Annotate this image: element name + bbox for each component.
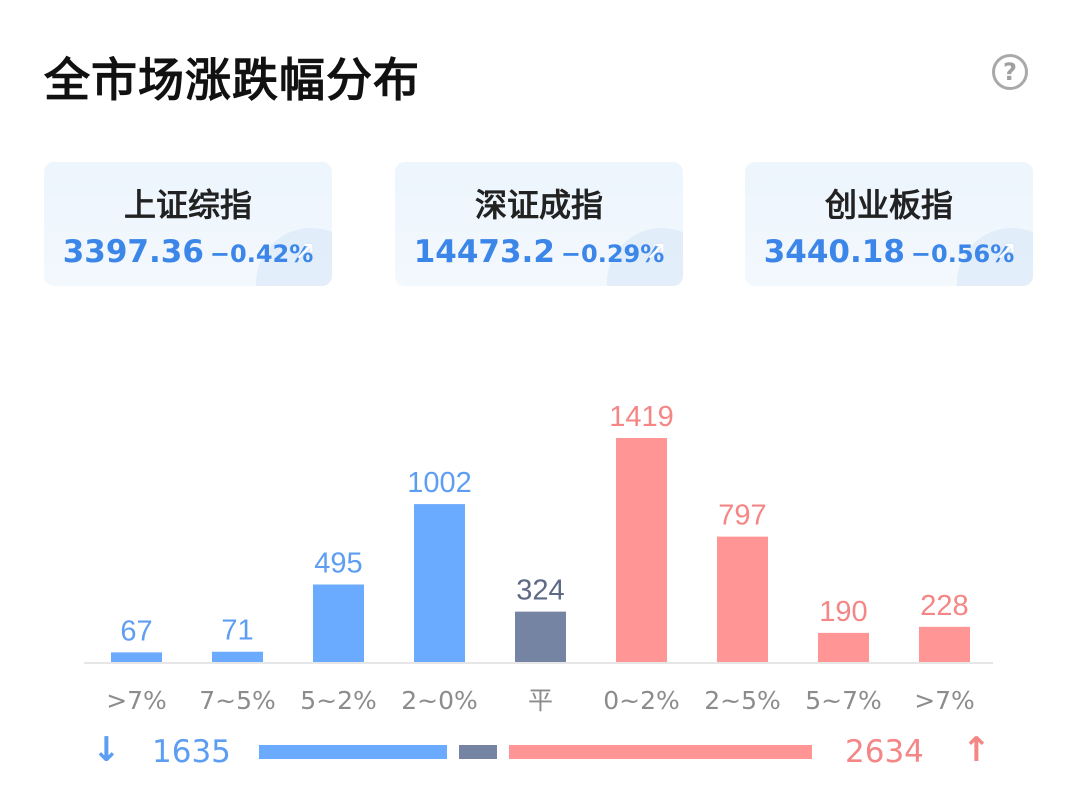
- category-label: 2~0%: [401, 686, 478, 715]
- bar-value-label: 324: [516, 575, 564, 607]
- value-labels-group: 67 71 495 1002 324 1419 797 190 228: [120, 401, 968, 647]
- bar-value-label: 1419: [609, 401, 674, 433]
- trend-arrow-icon: ↗: [995, 236, 1017, 266]
- up-arrow-icon: ↑: [962, 730, 991, 770]
- help-icon[interactable]: ?: [992, 54, 1028, 90]
- index-change: −0.29%: [560, 240, 665, 268]
- index-quote: 14473.2 −0.29%: [395, 234, 683, 270]
- bar-value-label: 190: [819, 596, 867, 628]
- up-count: 2634: [845, 734, 924, 770]
- bar-8: [919, 626, 970, 663]
- bar-value-label: 495: [314, 548, 362, 580]
- bar-value-label: 1002: [407, 467, 472, 499]
- category-label: 5~7%: [805, 686, 882, 715]
- down-ratio-bar: [259, 745, 448, 759]
- bar-1: [212, 651, 263, 663]
- category-label: 2~5%: [704, 686, 781, 715]
- down-count: 1635: [152, 734, 231, 770]
- down-arrow-icon: ↓: [92, 730, 121, 770]
- category-label: 7~5%: [199, 686, 276, 715]
- bar-5: [616, 438, 667, 663]
- index-quote: 3440.18 −0.56%: [745, 234, 1033, 270]
- category-label: >7%: [106, 686, 167, 715]
- page-title: 全市场涨跌幅分布: [44, 53, 420, 107]
- up-ratio-bar: [508, 745, 812, 759]
- trend-arrow-icon: ↗: [294, 236, 316, 266]
- index-card-shenzhen[interactable]: 深证成指 14473.2 −0.29% ↗: [395, 162, 683, 286]
- category-label: 5~2%: [300, 686, 377, 715]
- index-value: 3397.36: [62, 234, 204, 270]
- index-card-shanghai[interactable]: 上证综指 3397.36 −0.42% ↗: [44, 162, 332, 286]
- bar-value-label: 71: [221, 615, 253, 647]
- index-quote: 3397.36 −0.42%: [44, 234, 332, 270]
- index-value: 14473.2: [413, 234, 555, 270]
- index-change: −0.56%: [910, 240, 1015, 268]
- index-value: 3440.18: [763, 234, 905, 270]
- category-label: 平: [528, 686, 553, 715]
- index-change: −0.42%: [209, 240, 314, 268]
- bar-3: [414, 504, 465, 663]
- trend-arrow-icon: ↗: [645, 236, 667, 266]
- bar-value-label: 228: [920, 590, 968, 622]
- category-labels-group: >7% 7~5% 5~2% 2~0% 平 0~2% 2~5% 5~7% >7%: [106, 686, 975, 715]
- bar-value-label: 67: [120, 615, 152, 647]
- bar-2: [313, 584, 364, 663]
- category-label: 0~2%: [603, 686, 680, 715]
- bar-7: [818, 632, 869, 663]
- index-name: 创业板指: [824, 186, 953, 224]
- distribution-bar-chart: 67 71 495 1002 324 1419 797 190 228 >7% 7~5% 5~2% 2…: [84, 401, 993, 715]
- bar-6: [717, 536, 768, 663]
- index-card-chinext[interactable]: 创业板指 3440.18 −0.56% ↗: [745, 162, 1033, 286]
- bar-value-label: 797: [718, 500, 766, 532]
- index-name: 上证综指: [123, 186, 252, 224]
- bar-0: [111, 652, 162, 663]
- category-label: >7%: [914, 686, 975, 715]
- bars-group: [111, 438, 970, 663]
- index-name: 深证成指: [474, 186, 603, 224]
- bar-4: [515, 611, 566, 663]
- flat-ratio-bar: [459, 745, 497, 759]
